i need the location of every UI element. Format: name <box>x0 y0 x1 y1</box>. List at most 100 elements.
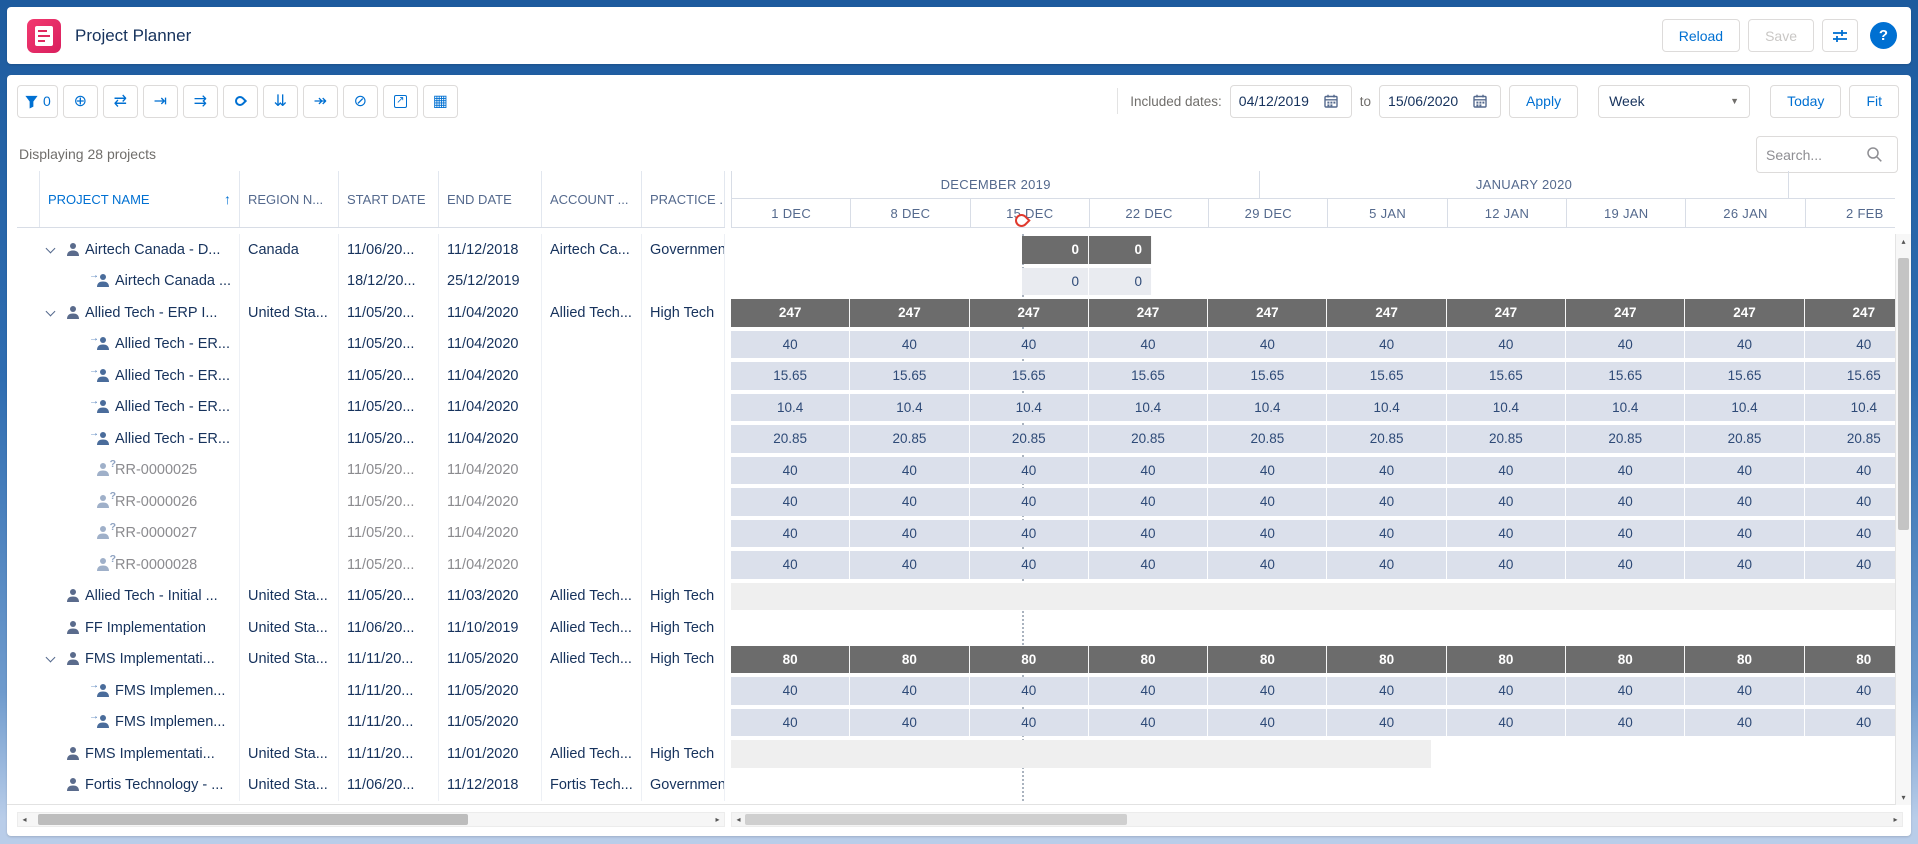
allocation-cell[interactable]: 40 <box>1685 677 1805 705</box>
allocation-cell[interactable]: 40 <box>1208 488 1328 516</box>
shift-tasks-button[interactable]: ⇉ <box>182 84 218 118</box>
allocation-cell[interactable]: 40 <box>1446 456 1567 484</box>
allocation-cell[interactable]: 20.85 <box>1088 425 1209 453</box>
allocation-cell[interactable]: 40 <box>1088 519 1209 547</box>
allocation-cell[interactable]: 20.85 <box>1685 425 1805 453</box>
allocation-cell[interactable]: 40 <box>1685 456 1805 484</box>
column-header-end-date[interactable]: END DATE <box>439 171 542 227</box>
indent-tasks-button[interactable]: ⇥ <box>142 84 178 118</box>
allocation-cell[interactable]: 247 <box>1327 299 1447 327</box>
allocation-cell[interactable]: 40 <box>1566 708 1686 736</box>
zoom-level-select[interactable]: Week ▼ <box>1598 84 1751 118</box>
allocation-cell[interactable]: 40 <box>969 677 1089 705</box>
allocation-cell[interactable]: 10.4 <box>1208 393 1328 421</box>
table-row[interactable]: → Allied Tech - ER... 11/05/20... 11/04/202… <box>17 328 725 360</box>
project-duration-bar[interactable] <box>731 582 1895 610</box>
apply-button[interactable]: Apply <box>1509 84 1579 118</box>
allocation-cell[interactable]: 40 <box>850 551 970 579</box>
calendar-icon[interactable] <box>1472 93 1488 109</box>
project-duration-bar[interactable] <box>731 740 1431 768</box>
allocation-cell[interactable]: 40 <box>1804 708 1895 736</box>
allocation-cell[interactable]: 20.85 <box>731 425 851 453</box>
allocation-cell[interactable]: 40 <box>1446 330 1567 358</box>
table-row[interactable]: → Allied Tech - ER... 11/05/20... 11/04/202… <box>17 423 725 455</box>
allocation-cell[interactable]: 15.65 <box>731 362 851 390</box>
allocation-cell[interactable]: 80 <box>1208 645 1328 673</box>
allocation-cell[interactable]: 40 <box>1804 456 1895 484</box>
allocation-cell[interactable]: 0 <box>1022 267 1089 295</box>
allocation-cell[interactable]: 40 <box>1088 708 1209 736</box>
table-row[interactable]: ? RR-0000028 11/05/20... 11/04/2020 <box>17 549 725 581</box>
add-button[interactable]: ⊕ <box>62 84 98 118</box>
allocation-cell[interactable]: 40 <box>1327 456 1447 484</box>
allocation-cell[interactable]: 40 <box>731 488 851 516</box>
scroll-right-arrow[interactable]: ▸ <box>715 815 720 824</box>
expand-chevron-icon[interactable] <box>41 652 60 663</box>
allocation-cell[interactable]: 40 <box>969 330 1089 358</box>
right-horizontal-scrollbar[interactable]: ◂ ▸ <box>731 812 1903 827</box>
allocation-cell[interactable]: 10.4 <box>1566 393 1686 421</box>
scroll-down-arrow[interactable]: ▾ <box>1901 793 1906 802</box>
table-row[interactable]: → Allied Tech - ER... 11/05/20... 11/04/202… <box>17 360 725 392</box>
allocation-cell[interactable]: 40 <box>1327 330 1447 358</box>
fit-button[interactable]: Fit <box>1849 84 1899 118</box>
allocation-cell[interactable]: 40 <box>850 519 970 547</box>
allocation-cell[interactable]: 40 <box>1566 488 1686 516</box>
allocation-cell[interactable]: 40 <box>1446 708 1567 736</box>
allocation-cell[interactable]: 247 <box>1088 299 1209 327</box>
expand-chevron-icon[interactable] <box>41 306 60 317</box>
table-row[interactable]: → FMS Implemen... 11/11/20... 11/05/2020 <box>17 675 725 707</box>
allocation-cell[interactable]: 10.4 <box>1446 393 1567 421</box>
week-header-cell[interactable]: 26 JAN <box>1685 199 1805 228</box>
calendar-icon[interactable] <box>1323 93 1339 109</box>
allocation-cell[interactable]: 40 <box>731 456 851 484</box>
allocation-cell[interactable]: 40 <box>1088 456 1209 484</box>
scrollbar-thumb[interactable] <box>745 814 1127 825</box>
week-header-cell[interactable]: 1 DEC <box>731 199 851 228</box>
scrollbar-thumb[interactable] <box>38 814 468 825</box>
export-button[interactable]: ↗ <box>382 84 418 118</box>
table-row[interactable]: FF Implementation United Sta... 11/06/20..… <box>17 612 725 644</box>
week-header-cell[interactable]: 22 DEC <box>1088 199 1209 228</box>
allocation-cell[interactable]: 247 <box>1446 299 1567 327</box>
allocation-cell[interactable]: 15.65 <box>850 362 970 390</box>
allocation-cell[interactable]: 247 <box>731 299 851 327</box>
column-header-start-date[interactable]: START DATE <box>339 171 439 227</box>
allocation-cell[interactable]: 10.4 <box>731 393 851 421</box>
week-header-cell[interactable]: 29 DEC <box>1208 199 1328 228</box>
allocation-cell[interactable]: 40 <box>850 677 970 705</box>
scroll-left-arrow[interactable]: ◂ <box>736 815 741 824</box>
week-header-cell[interactable]: 2 FEB <box>1804 199 1895 228</box>
allocation-cell[interactable]: 15.65 <box>1685 362 1805 390</box>
table-row[interactable]: FMS Implementati... United Sta... 11/11/20… <box>17 643 725 675</box>
allocation-cell[interactable]: 80 <box>1685 645 1805 673</box>
allocation-cell[interactable]: 15.65 <box>969 362 1089 390</box>
allocation-cell[interactable]: 247 <box>850 299 970 327</box>
allocation-cell[interactable]: 80 <box>731 645 851 673</box>
search-box[interactable] <box>1756 136 1898 173</box>
allocation-cell[interactable]: 40 <box>1685 488 1805 516</box>
allocation-cell[interactable]: 40 <box>731 551 851 579</box>
allocation-cell[interactable]: 15.65 <box>1327 362 1447 390</box>
allocation-cell[interactable]: 0 <box>1089 267 1152 295</box>
allocation-cell[interactable]: 10.4 <box>1804 393 1895 421</box>
allocation-cell[interactable]: 40 <box>850 330 970 358</box>
allocation-cell[interactable]: 15.65 <box>1566 362 1686 390</box>
allocation-cell[interactable]: 40 <box>969 519 1089 547</box>
allocation-cell[interactable]: 40 <box>1446 488 1567 516</box>
scroll-up-arrow[interactable]: ▴ <box>1901 237 1906 246</box>
allocation-cell[interactable]: 247 <box>969 299 1089 327</box>
allocation-cell[interactable]: 40 <box>1088 677 1209 705</box>
table-row[interactable]: ? RR-0000027 11/05/20... 11/04/2020 <box>17 517 725 549</box>
allocation-cell[interactable]: 40 <box>1804 519 1895 547</box>
allocation-cell[interactable]: 80 <box>1804 645 1895 673</box>
allocation-cell[interactable]: 40 <box>1804 488 1895 516</box>
allocation-cell[interactable]: 40 <box>969 551 1089 579</box>
allocation-cell[interactable]: 20.85 <box>1208 425 1328 453</box>
allocation-cell[interactable]: 40 <box>1566 519 1686 547</box>
allocation-cell[interactable]: 0 <box>1089 236 1152 264</box>
reload-button[interactable]: Reload <box>1661 19 1741 52</box>
scrollbar-thumb[interactable] <box>1898 258 1909 530</box>
week-header-cell[interactable]: 15 DEC <box>969 199 1089 228</box>
allocation-cell[interactable]: 40 <box>1327 551 1447 579</box>
